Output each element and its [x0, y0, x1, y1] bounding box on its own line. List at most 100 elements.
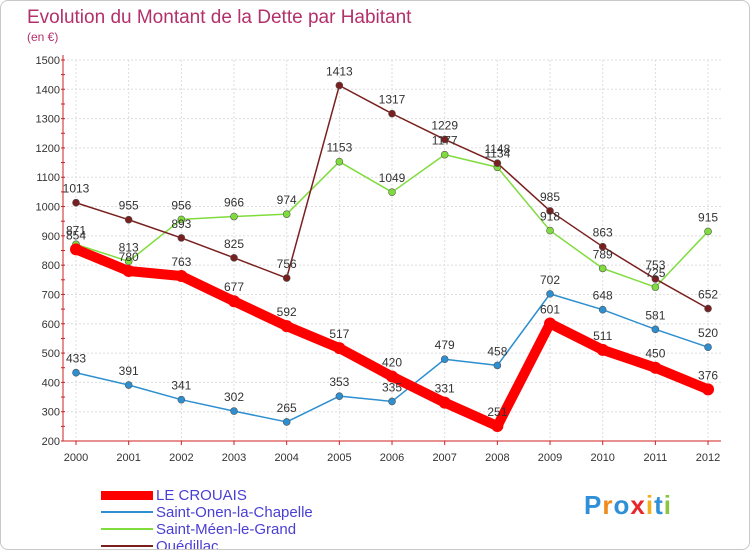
- data-label: 302: [224, 390, 244, 404]
- data-label: 756: [277, 257, 297, 271]
- y-tick-label: 800: [42, 260, 60, 272]
- data-label: 915: [698, 210, 718, 224]
- data-point: [177, 234, 186, 242]
- y-tick-label: 300: [42, 407, 60, 419]
- data-point: [72, 368, 80, 377]
- data-label: 648: [593, 289, 613, 303]
- x-tick-label: 2007: [432, 452, 456, 464]
- y-tick-label: 1200: [36, 143, 60, 155]
- data-point: [651, 275, 660, 283]
- data-point: [598, 242, 607, 251]
- data-label: 1049: [379, 171, 406, 185]
- y-tick-label: 1100: [36, 172, 60, 184]
- data-point: [493, 361, 502, 370]
- x-tick-label: 2004: [274, 452, 298, 464]
- data-label: 780: [119, 250, 139, 264]
- data-label: 601: [540, 302, 560, 316]
- legend-swatch: [101, 511, 153, 513]
- data-point: [70, 243, 82, 256]
- data-label: 825: [224, 237, 244, 251]
- x-tick-label: 2005: [327, 452, 351, 464]
- legend-swatch: [101, 528, 153, 530]
- legend-label: Saint-Onen-la-Chapelle: [156, 504, 313, 521]
- data-label: 420: [382, 356, 402, 370]
- data-point: [335, 81, 344, 90]
- x-tick-label: 2010: [590, 452, 614, 464]
- data-label: 871: [66, 223, 86, 237]
- chart-unit-label: (en €): [27, 30, 59, 44]
- data-label: 1413: [326, 64, 353, 78]
- data-label: 863: [593, 226, 613, 240]
- x-tick-label: 2012: [696, 452, 720, 464]
- legend-label: Quédillac: [156, 538, 219, 550]
- data-label: 702: [540, 273, 560, 287]
- data-label: 331: [435, 382, 455, 396]
- data-label: 592: [277, 305, 297, 319]
- data-point: [282, 418, 291, 426]
- y-tick-label: 1000: [36, 202, 60, 214]
- y-tick-label: 600: [42, 319, 60, 331]
- data-point: [280, 320, 293, 333]
- logo-letter: x: [630, 490, 646, 520]
- data-point: [124, 257, 133, 266]
- data-label: 581: [645, 308, 665, 322]
- chart-title: Evolution du Montant de la Dette par Hab…: [27, 7, 412, 28]
- data-point: [124, 381, 133, 389]
- data-point: [72, 198, 80, 207]
- data-point: [440, 135, 449, 144]
- data-point: [598, 305, 607, 314]
- data-point: [177, 395, 186, 404]
- data-label: 854: [66, 228, 86, 242]
- data-label: 974: [277, 193, 297, 207]
- data-point: [388, 109, 396, 118]
- data-point: [230, 407, 238, 415]
- data-point: [651, 325, 660, 334]
- data-point: [649, 361, 662, 374]
- x-tick-label: 2011: [644, 452, 668, 464]
- data-label: 725: [645, 266, 665, 280]
- data-label: 1148: [484, 142, 510, 156]
- legend-swatch: [101, 490, 153, 500]
- proxiti-logo: Proxiti: [584, 490, 672, 521]
- data-point: [491, 420, 504, 433]
- data-label: 251: [487, 405, 507, 419]
- y-tick-label: 1400: [36, 84, 60, 96]
- data-label: 763: [171, 255, 191, 269]
- data-point: [228, 295, 241, 308]
- logo-letter: i: [663, 490, 672, 520]
- data-point: [122, 265, 135, 278]
- x-tick-label: 2000: [64, 452, 88, 464]
- data-label: 1013: [63, 182, 90, 196]
- legend-label: Saint-Méen-le-Grand: [156, 521, 297, 538]
- data-point: [388, 397, 396, 406]
- x-tick-label: 2001: [116, 452, 140, 464]
- data-label: 956: [171, 198, 191, 212]
- data-label: 813: [119, 240, 139, 254]
- data-point: [388, 188, 396, 196]
- logo-letter: i: [645, 490, 655, 520]
- data-label: 479: [435, 338, 455, 352]
- data-point: [702, 383, 715, 396]
- data-point: [386, 370, 399, 383]
- data-label: 1229: [431, 118, 458, 132]
- y-tick-label: 200: [42, 436, 60, 448]
- data-label: 265: [277, 401, 297, 415]
- data-label: 520: [698, 326, 718, 340]
- data-label: 1177: [432, 134, 458, 148]
- logo-letter: o: [613, 490, 631, 520]
- data-label: 1134: [484, 146, 510, 160]
- data-point: [438, 396, 451, 409]
- legend-label: LE CROUAIS: [156, 487, 247, 504]
- data-label: 918: [540, 210, 560, 224]
- logo-letter: t: [654, 490, 664, 520]
- x-tick-label: 2003: [222, 452, 246, 464]
- data-point: [177, 215, 186, 224]
- data-label: 353: [329, 375, 349, 389]
- data-point: [124, 215, 133, 224]
- y-tick-label: 700: [42, 289, 60, 301]
- x-tick-label: 2008: [485, 452, 509, 464]
- x-tick-label: 2009: [538, 452, 562, 464]
- data-point: [335, 157, 344, 166]
- data-point: [282, 274, 291, 282]
